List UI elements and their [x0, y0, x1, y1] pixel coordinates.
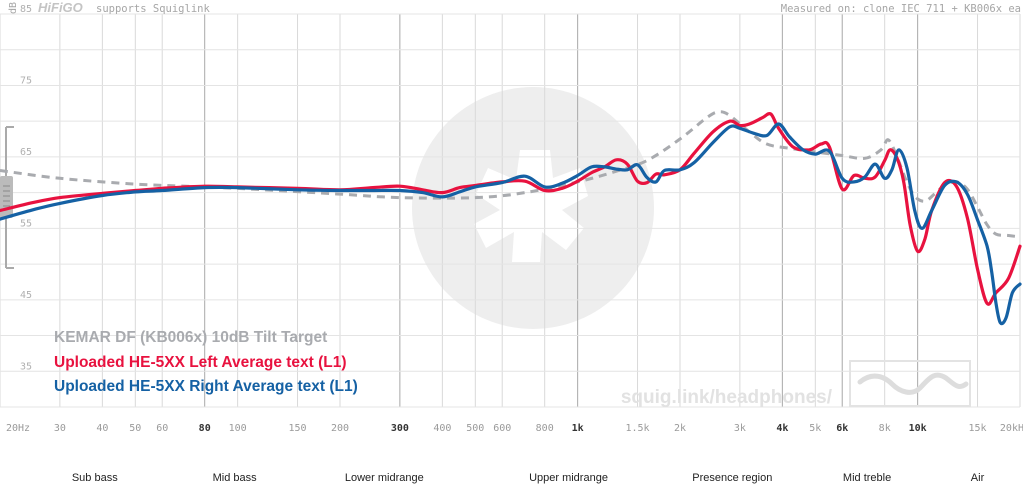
x-tick-label: 400 [433, 423, 451, 434]
y-tick-label: 85 [20, 4, 32, 15]
brand-logo: HiFiGO [38, 0, 83, 15]
x-tick-label: 5k [809, 423, 821, 434]
x-tick-label: 50 [129, 423, 141, 434]
right-channel-curve [0, 122, 1022, 326]
y-range-handle[interactable] [0, 126, 14, 269]
x-tick-label: 1k [572, 423, 584, 434]
band-label: Lower midrange [344, 472, 424, 484]
band-label: Mid treble [842, 472, 892, 484]
x-axis-labels: 20Hz 30 40 50 60 80 100 150 200 300 400 500 600 800 1k… [6, 423, 1023, 434]
legend-entry-right: Uploaded HE-5XX Right Average text (L1) [54, 378, 358, 395]
vertical-grid [0, 14, 1021, 407]
squiggle-icon [857, 372, 969, 395]
x-tick-label: 3k [734, 423, 746, 434]
x-tick-label: 800 [536, 423, 554, 434]
legend: KEMAR DF (KB006x) 10dB Tilt Target Uploa… [54, 326, 358, 400]
y-axis-labels: 85 75 65 55 45 35 [20, 4, 32, 372]
y-tick-label: 45 [20, 290, 32, 301]
x-tick-label: 200 [331, 423, 349, 434]
x-tick-label: 20kH [1000, 423, 1023, 434]
x-tick-label: 10k [909, 423, 927, 434]
x-tick-label: 150 [288, 423, 306, 434]
x-tick-label: 8k [879, 423, 891, 434]
x-tick-label: 100 [229, 423, 247, 434]
legend-entry-left: Uploaded HE-5XX Left Average text (L1) [54, 353, 347, 371]
legend-entry-target: KEMAR DF (KB006x) 10dB Tilt Target [54, 329, 328, 346]
supports-text: supports Squiglink [96, 3, 210, 15]
x-tick-label: 600 [493, 423, 511, 434]
band-label: Mid bass [212, 472, 257, 484]
x-tick-label: 4k [776, 423, 788, 434]
x-tick-label: 15k [968, 423, 986, 434]
scroll-grip[interactable] [0, 176, 13, 218]
horizontal-grid [0, 13, 1020, 408]
watermark-logo [412, 87, 654, 329]
band-label: Air [970, 472, 985, 484]
band-label: Upper midrange [529, 472, 608, 484]
watermark-url: squig.link/headphones/ [621, 387, 833, 408]
x-tick-label: 2k [674, 423, 686, 434]
x-tick-label: 6k [836, 423, 848, 434]
x-tick-label: 1.5k [625, 423, 649, 434]
x-tick-label: 80 [199, 423, 211, 434]
left-channel-curve [0, 111, 1022, 306]
x-tick-label: 30 [54, 423, 66, 434]
x-tick-label: 40 [96, 423, 108, 434]
x-tick-label: 500 [466, 423, 484, 434]
y-tick-label: 65 [20, 147, 32, 158]
y-tick-label: 35 [20, 361, 32, 372]
measured-on-text: Measured on: clone IEC 711 + KB006x ea [781, 3, 1021, 15]
squiglink-badge [849, 360, 971, 407]
x-tick-label: 20Hz [6, 423, 30, 434]
x-tick-label: 300 [391, 423, 409, 434]
band-label: Sub bass [71, 472, 118, 484]
band-label: Presence region [692, 472, 773, 484]
y-axis-unit-label: dB [8, 2, 19, 14]
badge-frame [849, 360, 971, 407]
y-tick-label: 55 [20, 218, 32, 229]
header: HiFiGO supports Squiglink Measured on: c… [8, 0, 1021, 15]
y-tick-label: 75 [20, 75, 32, 86]
x-tick-label: 60 [156, 423, 168, 434]
series-layer [0, 110, 1022, 326]
